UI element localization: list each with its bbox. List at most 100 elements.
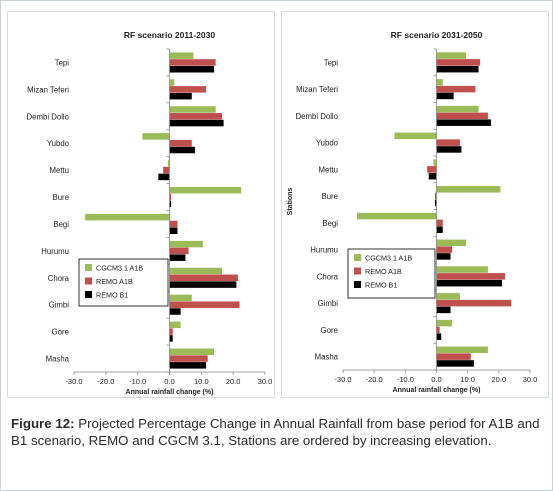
bar-remo-b1-tepi — [436, 65, 479, 73]
legend-label-cgcm3-1-a1b: CGCM3.1 A1B — [365, 254, 412, 263]
x-tick-label: -30.0 — [334, 375, 351, 384]
x-tick-label: 10.0 — [194, 377, 209, 386]
caption-label: Figure 12: — [11, 416, 75, 431]
category-label-dembi-dollo: Dembi Dollo — [296, 112, 339, 121]
category-label-begi: Begi — [53, 220, 69, 229]
category-label-bure: Bure — [53, 193, 69, 202]
x-tick-label: -20.0 — [97, 377, 114, 386]
category-label-masha: Masha — [315, 353, 339, 362]
category-label-mettu: Mettu — [50, 166, 70, 175]
caption-text: Projected Percentage Change in Annual Ra… — [11, 416, 540, 448]
x-tick-label: 30.0 — [258, 377, 273, 386]
legend-swatch-cgcm3-1-a1b — [85, 264, 92, 271]
bar-remo-a1b-begi — [169, 220, 178, 228]
y-axis-label: Stations — [287, 188, 294, 216]
bar-cgcm3-1-a1b-gore — [169, 321, 181, 329]
x-tick-label: 10.0 — [460, 375, 475, 384]
x-axis-label: Annual rainfall change (%) — [126, 389, 214, 396]
bar-remo-b1-yubdo — [436, 146, 462, 153]
legend-label-remo-a1b: REMO A1B — [96, 277, 133, 286]
x-tick-label: -10.0 — [397, 375, 414, 384]
bar-remo-b1-mettu — [428, 172, 437, 180]
category-label-chora: Chora — [48, 274, 70, 283]
bar-remo-a1b-gore — [436, 326, 440, 334]
legend-swatch-remo-a1b — [85, 277, 92, 285]
bar-cgcm3-1-a1b-mizan-teferi — [169, 79, 175, 86]
bar-remo-b1-mettu — [158, 173, 170, 181]
bar-cgcm3-1-a1b-masha — [169, 348, 215, 355]
bar-remo-b1-gimbi — [169, 308, 181, 315]
chart-title: RF scenario 2011-2030 — [124, 30, 215, 40]
x-tick-label: 0.0 — [431, 375, 441, 384]
bar-remo-a1b-bure — [169, 193, 172, 201]
bar-remo-b1-mizan-teferi — [436, 92, 454, 100]
category-label-gore: Gore — [321, 326, 338, 335]
bar-remo-a1b-mizan-teferi — [436, 85, 476, 93]
bar-cgcm3-1-a1b-mizan-teferi — [436, 79, 443, 86]
bar-cgcm3-1-a1b-bure — [436, 186, 501, 193]
bar-remo-a1b-mizan-teferi — [169, 86, 207, 93]
bar-remo-b1-masha — [169, 362, 207, 369]
bar-chart-2031-2050: RF scenario 2031-2050 Tepi Mizan Teferi Dem… — [287, 30, 537, 394]
bar-cgcm3-1-a1b-begi — [85, 213, 170, 221]
bar-cgcm3-1-a1b-gimbi — [436, 293, 460, 300]
bar-remo-b1-hurumu — [169, 254, 186, 261]
bar-remo-a1b-mettu — [427, 166, 437, 173]
bar-cgcm3-1-a1b-begi — [357, 212, 437, 220]
category-label-yubdo: Yubdo — [316, 139, 339, 148]
legend-box — [78, 258, 169, 307]
bar-remo-a1b-masha — [436, 353, 471, 360]
bar-remo-b1-chora — [169, 281, 237, 288]
chart-panel-2031-2050: RF scenario 2031-2050 Tepi Mizan Teferi Dem… — [281, 11, 549, 398]
legend-swatch-remo-a1b — [354, 267, 361, 275]
x-tick-label: -20.0 — [366, 375, 383, 384]
bar-remo-b1-gimbi — [436, 306, 451, 314]
category-label-tepi: Tepi — [55, 58, 70, 67]
bar-cgcm3-1-a1b-tepi — [169, 52, 194, 59]
bar-remo-b1-tepi — [169, 66, 215, 73]
bar-cgcm3-1-a1b-masha — [436, 346, 488, 354]
bar-remo-a1b-gimbi — [436, 299, 512, 307]
category-label-mizan-teferi: Mizan Teferi — [296, 85, 338, 94]
x-tick-label: 0.0 — [164, 377, 174, 386]
bar-cgcm3-1-a1b-dembi-dollo — [436, 105, 479, 113]
x-tick-label: -30.0 — [65, 377, 82, 386]
bar-cgcm3-1-a1b-tepi — [436, 52, 467, 59]
bar-cgcm3-1-a1b-chora — [436, 266, 488, 273]
bar-remo-b1-masha — [436, 360, 474, 367]
bar-remo-b1-bure — [434, 199, 437, 207]
bar-remo-a1b-hurumu — [436, 246, 453, 253]
bar-remo-a1b-gore — [169, 328, 173, 335]
legend-swatch-remo-b1 — [85, 291, 92, 298]
category-label-gimbi: Gimbi — [49, 301, 70, 310]
category-label-gimbi: Gimbi — [318, 299, 339, 308]
bar-cgcm3-1-a1b-yubdo — [142, 133, 170, 140]
bar-cgcm3-1-a1b-bure — [169, 186, 242, 194]
bar-remo-a1b-tepi — [436, 59, 481, 66]
bar-remo-b1-begi — [436, 226, 443, 233]
bar-remo-b1-gore — [169, 335, 173, 342]
category-label-dembi-dollo: Dembi Dollo — [27, 112, 70, 121]
bar-remo-a1b-dembi-dollo — [169, 113, 223, 120]
category-label-hurumu: Hurumu — [310, 246, 338, 255]
bar-chart-2011-2030: RF scenario 2011-2030 Tepi Mizan Teferi Dem… — [27, 30, 273, 396]
x-axis-label: Annual rainfall change (%) — [393, 387, 481, 394]
bar-remo-a1b-yubdo — [169, 139, 192, 147]
bar-remo-a1b-dembi-dollo — [436, 112, 488, 120]
bar-cgcm3-1-a1b-mettu — [167, 160, 170, 167]
bar-remo-b1-chora — [436, 279, 502, 287]
bar-remo-a1b-begi — [436, 219, 443, 227]
legend-label-remo-a1b: REMO A1B — [365, 267, 402, 276]
bar-remo-a1b-yubdo — [436, 139, 460, 146]
bar-remo-b1-yubdo — [169, 146, 195, 154]
bar-cgcm3-1-a1b-yubdo — [394, 132, 437, 140]
legend-label-cgcm3-1-a1b: CGCM3.1 A1B — [96, 264, 143, 273]
x-tick-label: -10.0 — [129, 377, 146, 386]
category-label-gore: Gore — [52, 328, 69, 337]
legend-swatch-remo-b1 — [354, 281, 361, 288]
category-label-chora: Chora — [317, 272, 339, 281]
bar-cgcm3-1-a1b-hurumu — [169, 240, 203, 248]
category-label-mettu: Mettu — [319, 165, 339, 174]
bar-remo-a1b-masha — [169, 355, 208, 362]
